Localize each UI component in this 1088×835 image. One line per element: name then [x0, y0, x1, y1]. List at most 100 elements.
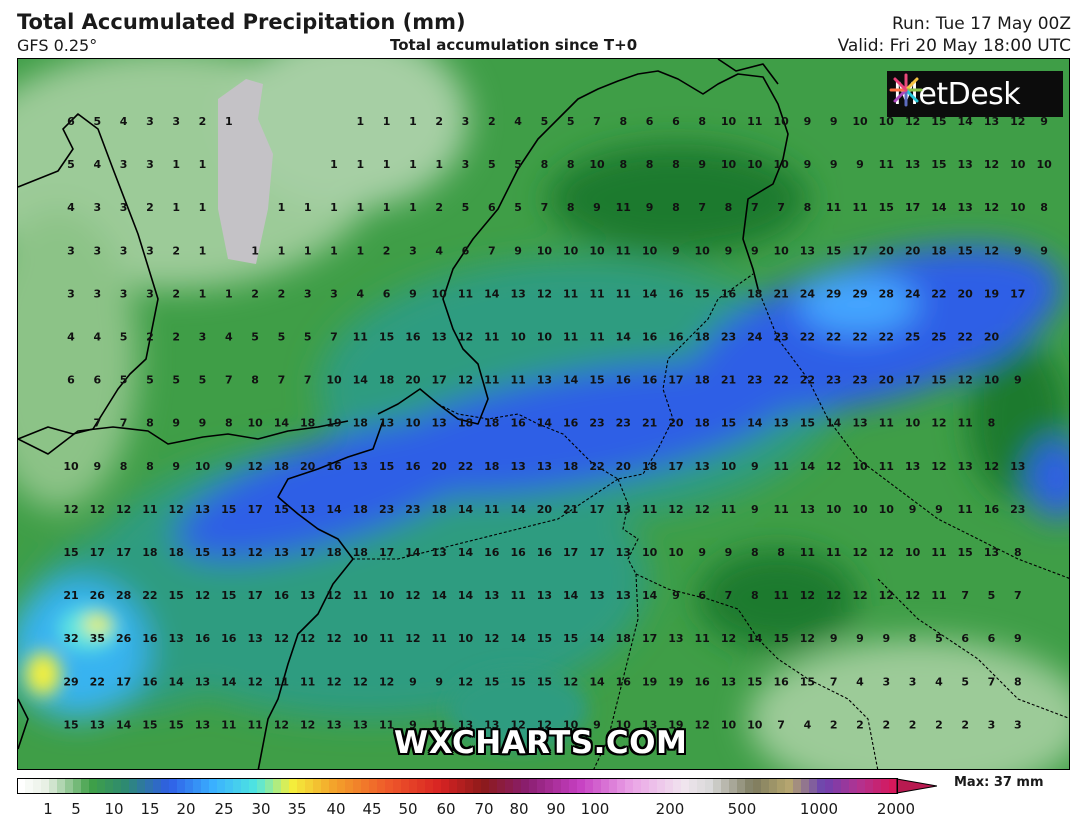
- grid-value: 17: [589, 503, 604, 516]
- grid-value: 4: [856, 675, 864, 688]
- grid-value: 12: [247, 546, 262, 559]
- grid-value: 12: [852, 546, 867, 559]
- grid-value: 9: [830, 632, 838, 645]
- precipitation-map[interactable]: 6 5 4 3 3 2 1 1 1 1 2 3 2 4 5 5 7 8 6 6 8 10 11 10 9 9 10 10 12 15 14 1…: [17, 58, 1070, 770]
- grid-value: 10: [353, 632, 369, 645]
- grid-value: 14: [642, 589, 658, 602]
- grid-value: 10: [432, 287, 448, 300]
- grid-value: 5: [251, 331, 259, 344]
- grid-value: 9: [199, 417, 207, 430]
- grid-value: 21: [773, 287, 788, 300]
- scale-cell: [41, 779, 50, 793]
- grid-value: 3: [462, 115, 470, 128]
- run-time: Run: Tue 17 May 00Z: [891, 14, 1071, 34]
- grid-value: 10: [326, 374, 342, 387]
- scale-cell: [65, 779, 74, 793]
- grid-value: 15: [379, 331, 394, 344]
- grid-value: 18: [353, 503, 368, 516]
- grid-value: 24: [800, 287, 816, 300]
- scale-cell: [593, 779, 602, 793]
- grid-value: 11: [563, 331, 578, 344]
- grid-value: 1: [356, 244, 364, 257]
- grid-value: 10: [721, 460, 737, 473]
- grid-value: 18: [169, 546, 184, 559]
- grid-value: 2: [251, 287, 259, 300]
- grid-value: 9: [830, 158, 838, 171]
- grid-value: 7: [751, 201, 759, 214]
- grid-value: 5: [462, 201, 470, 214]
- grid-value: 7: [1014, 589, 1022, 602]
- grid-value: 13: [721, 675, 736, 688]
- grid-value: 9: [698, 158, 706, 171]
- scale-cell: [729, 779, 738, 793]
- grid-value: 18: [300, 417, 315, 430]
- grid-value: 4: [804, 718, 812, 731]
- grid-value: 11: [563, 287, 578, 300]
- scale-cell: [49, 779, 58, 793]
- scale-cell: [249, 779, 258, 793]
- grid-value: 12: [695, 718, 710, 731]
- value-grid: 6 5 4 3 3 2 1 1 1 1 2 3 2 4 5 5 7 8 6 6 8 10 11 10 9 9 10 10 12 15 14 1…: [63, 115, 1052, 731]
- grid-value: 12: [326, 589, 341, 602]
- grid-value: 9: [909, 503, 917, 516]
- grid-value: 10: [616, 718, 632, 731]
- grid-value: 9: [409, 675, 417, 688]
- grid-value: 9: [672, 589, 680, 602]
- grid-value: 10: [589, 244, 605, 257]
- grid-value: 6: [93, 374, 101, 387]
- grid-value: 8: [619, 115, 627, 128]
- grid-value: 2: [146, 331, 154, 344]
- grid-value: 7: [93, 417, 101, 430]
- grid-value: 11: [432, 718, 447, 731]
- grid-value: 17: [300, 546, 315, 559]
- scale-cell: [561, 779, 570, 793]
- grid-value: 13: [432, 546, 447, 559]
- grid-value: 15: [773, 632, 788, 645]
- grid-value: 2: [488, 115, 496, 128]
- grid-value: 12: [537, 287, 552, 300]
- grid-value: 19: [642, 675, 657, 688]
- scale-cell: [177, 779, 186, 793]
- scale-cell: [305, 779, 314, 793]
- grid-value: 9: [172, 417, 180, 430]
- grid-value: 11: [826, 201, 841, 214]
- grid-value: 14: [800, 460, 816, 473]
- scale-cell: [585, 779, 594, 793]
- grid-value: 2: [935, 718, 943, 731]
- grid-value: 9: [856, 158, 864, 171]
- grid-value: 3: [120, 287, 128, 300]
- scale-cell: [601, 779, 610, 793]
- grid-value: 14: [642, 287, 658, 300]
- grid-value: 15: [931, 158, 946, 171]
- map-canvas: 6 5 4 3 3 2 1 1 1 1 2 3 2 4 5 5 7 8 6 6 8 10 11 10 9 9 10 10 12 15 14 1…: [18, 59, 1069, 769]
- scale-cell: [633, 779, 642, 793]
- grid-value: 18: [432, 503, 447, 516]
- grid-value: 11: [221, 718, 236, 731]
- grid-value: 6: [961, 632, 969, 645]
- grid-value: 10: [195, 460, 211, 473]
- grid-value: 13: [695, 460, 710, 473]
- grid-value: 17: [905, 374, 920, 387]
- grid-value: 5: [514, 158, 522, 171]
- grid-value: 14: [353, 374, 369, 387]
- grid-value: 12: [931, 417, 946, 430]
- grid-value: 17: [563, 546, 578, 559]
- grid-value: 1: [172, 201, 180, 214]
- grid-value: 11: [353, 589, 368, 602]
- grid-value: 12: [984, 460, 999, 473]
- grid-value: 12: [274, 718, 289, 731]
- grid-value: 12: [458, 675, 473, 688]
- grid-value: 10: [563, 244, 579, 257]
- scale-cell: [801, 779, 810, 793]
- grid-value: 7: [830, 675, 838, 688]
- grid-value: 15: [800, 675, 815, 688]
- grid-value: 12: [826, 460, 841, 473]
- grid-value: 11: [379, 632, 394, 645]
- grid-value: 14: [458, 589, 474, 602]
- grid-value: 1: [409, 201, 417, 214]
- grid-value: 14: [747, 417, 763, 430]
- scale-cell: [17, 779, 26, 793]
- grid-value: 13: [247, 632, 262, 645]
- grid-value: 12: [458, 374, 473, 387]
- scale-cell: [161, 779, 170, 793]
